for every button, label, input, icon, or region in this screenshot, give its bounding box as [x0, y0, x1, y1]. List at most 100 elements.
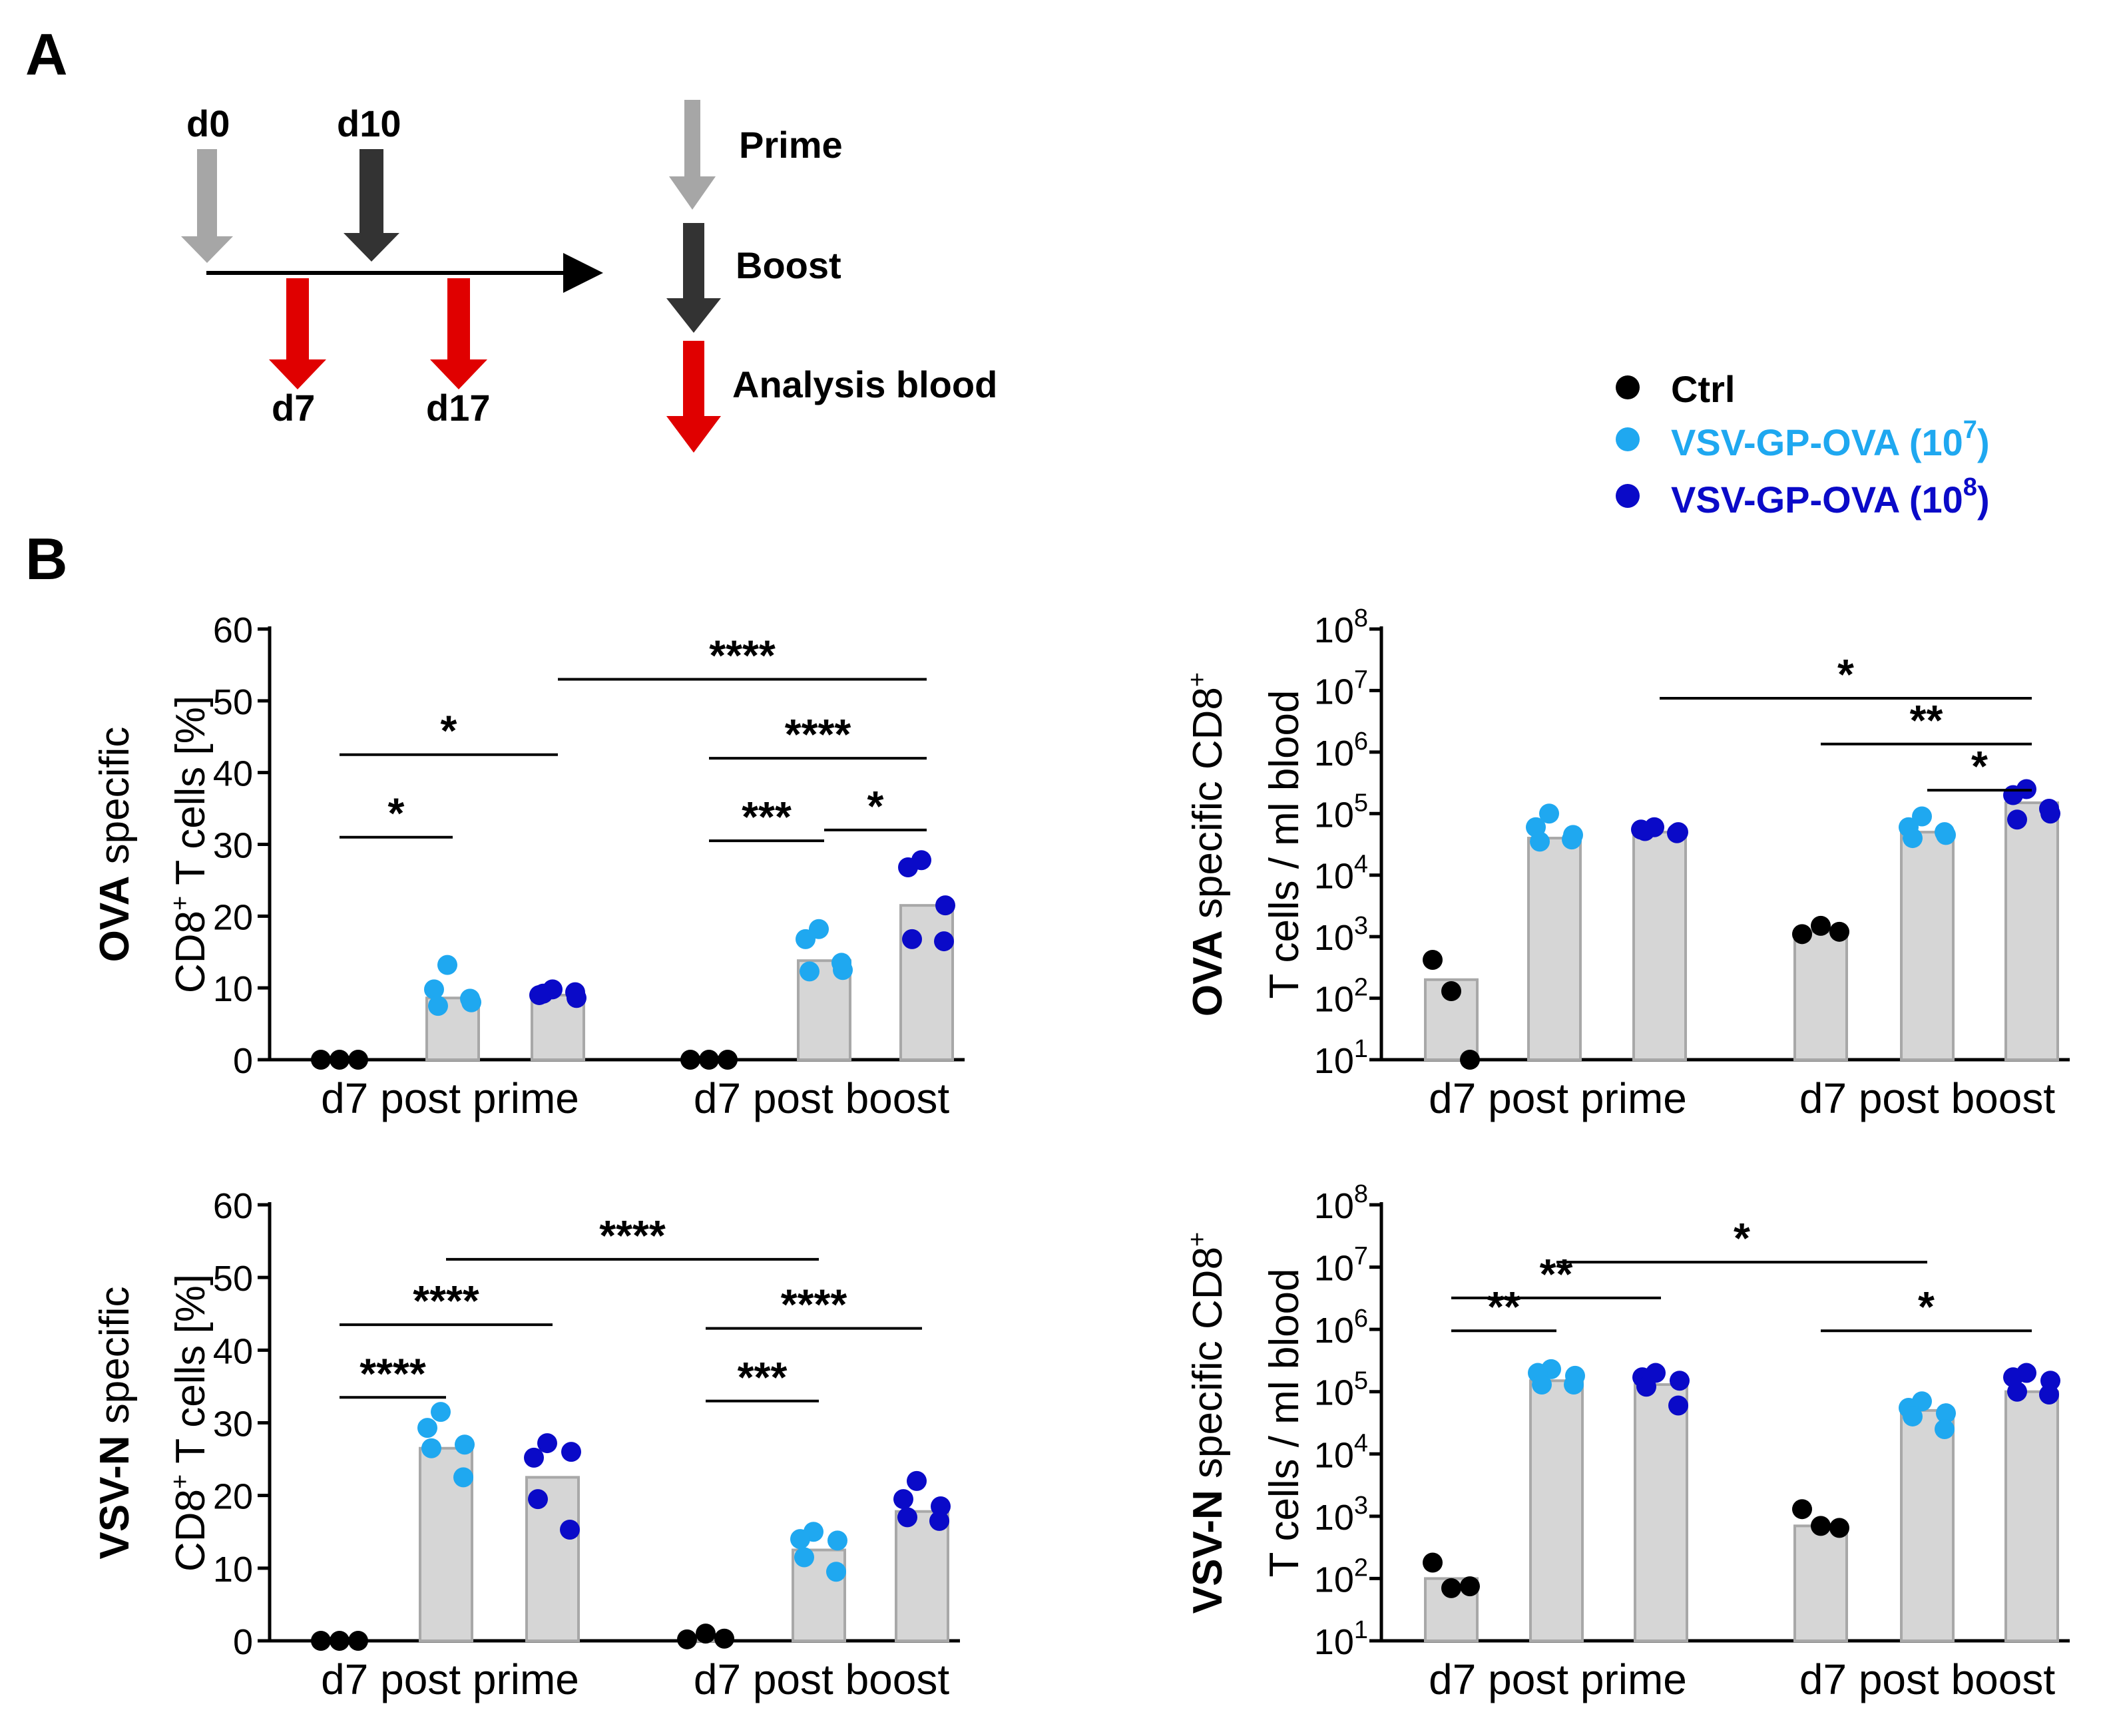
- legend-analysis: Analysis blood: [732, 363, 997, 405]
- significance-label: *: [441, 707, 457, 755]
- bar-low-dose: [1529, 1379, 1584, 1642]
- panel-b-label: B: [25, 526, 68, 592]
- y-tick-label: 10: [213, 1550, 253, 1590]
- point-low-dose: [417, 1418, 437, 1438]
- bar-ctrl: [1793, 930, 1848, 1061]
- point-ctrl: [1792, 1499, 1812, 1520]
- y-tick-label: 20: [213, 897, 253, 937]
- point-ctrl: [680, 1050, 700, 1070]
- point-ctrl: [696, 1624, 716, 1644]
- point-high-dose: [560, 1519, 580, 1540]
- y-tick-label: 30: [213, 1405, 253, 1444]
- group-legend: Ctrl VSV-GP-OVA (107) VSV-GP-OVA (108): [1616, 368, 1990, 521]
- timeline-label-d7: d7: [272, 387, 315, 429]
- point-high-dose: [898, 857, 918, 878]
- significance-label: *: [388, 789, 405, 837]
- x-category-label: d7 post boost: [694, 1074, 950, 1122]
- point-high-dose: [929, 1510, 949, 1531]
- chart-ova-percent: 0 10 20 30 40 50 60 d7 post prime d7 post boost *…: [92, 610, 965, 1122]
- y-tick-label: 0: [233, 1622, 253, 1662]
- y-tick-label: 103: [1314, 912, 1368, 958]
- y-tick-label: 107: [1314, 1243, 1368, 1289]
- point-ctrl: [677, 1629, 697, 1649]
- point-low-dose: [437, 955, 457, 975]
- panel-a-label: A: [25, 21, 68, 87]
- bar-low-dose: [1900, 831, 1955, 1061]
- y-tick-label: 102: [1314, 974, 1368, 1020]
- point-ctrl: [1811, 1516, 1831, 1536]
- y-tick-label: 40: [213, 754, 253, 794]
- significance-label: **: [1487, 1283, 1520, 1331]
- point-low-dose: [424, 979, 444, 1000]
- x-category-label: d7 post boost: [1799, 1074, 2056, 1122]
- point-low-dose: [1935, 822, 1955, 843]
- point-ctrl: [1460, 1576, 1480, 1597]
- y-tick-label: 103: [1314, 1492, 1368, 1538]
- analysis-arrow-d7: [269, 278, 326, 389]
- point-ctrl: [1423, 949, 1443, 970]
- point-low-dose: [1936, 1403, 1956, 1424]
- significance-label: *: [1918, 1283, 1935, 1331]
- point-ctrl: [699, 1050, 719, 1070]
- x-category-label: d7 post prime: [321, 1655, 579, 1703]
- significance-label: *: [867, 782, 884, 830]
- point-high-dose: [907, 1470, 927, 1491]
- y-tick-label: 50: [213, 1259, 253, 1299]
- point-low-dose: [827, 1530, 847, 1551]
- y-tick-label: 20: [213, 1477, 253, 1517]
- point-low-dose: [826, 1562, 846, 1582]
- y-tick-label: 107: [1314, 666, 1368, 712]
- y-tick-label: 106: [1314, 728, 1368, 773]
- point-high-dose: [565, 982, 585, 1002]
- point-high-dose: [931, 1496, 951, 1517]
- point-low-dose: [1532, 1375, 1552, 1395]
- point-low-dose: [453, 1467, 473, 1488]
- point-high-dose: [533, 983, 553, 1004]
- significance-label: ****: [785, 710, 851, 758]
- point-low-dose: [1562, 829, 1582, 850]
- point-high-dose: [2007, 1381, 2027, 1402]
- point-high-dose: [897, 1507, 917, 1528]
- legend-high-dose: VSV-GP-OVA (108): [1671, 473, 1990, 521]
- point-high-dose: [2007, 809, 2027, 830]
- point-low-dose: [1935, 1419, 1955, 1440]
- legend-ctrl-marker: [1616, 375, 1640, 399]
- y-tick-label: 102: [1314, 1554, 1368, 1600]
- point-high-dose: [524, 1447, 544, 1468]
- point-ctrl: [311, 1631, 331, 1651]
- x-category-label: d7 post boost: [1799, 1655, 2056, 1703]
- point-low-dose: [460, 988, 480, 1009]
- point-low-dose: [1903, 828, 1923, 849]
- legend-boost: Boost: [736, 244, 841, 286]
- y-tick-label: 106: [1314, 1305, 1368, 1351]
- point-ctrl: [1441, 981, 1461, 1002]
- point-low-dose: [800, 961, 819, 982]
- significance-label: **: [1540, 1250, 1573, 1298]
- legend-high-dose-marker: [1616, 484, 1640, 508]
- point-ctrl: [1792, 924, 1812, 945]
- point-high-dose: [537, 1433, 557, 1454]
- significance-label: *: [1971, 742, 1988, 790]
- point-high-dose: [2039, 798, 2059, 819]
- y-tick-label: 101: [1314, 1035, 1368, 1081]
- y-axis-label-line2: CD8+ T cells [%]: [166, 1274, 214, 1572]
- y-tick-label: 40: [213, 1331, 253, 1371]
- point-high-dose: [902, 929, 922, 949]
- prime-arrow-d0: [181, 149, 233, 263]
- point-low-dose: [431, 1402, 451, 1422]
- analysis-icon: [666, 341, 721, 453]
- significance-label: *: [1837, 650, 1854, 698]
- boost-icon: [666, 223, 721, 333]
- y-axis-label-line1: VSV-N specific CD8+: [1184, 1232, 1231, 1614]
- y-tick-label: 10: [213, 969, 253, 1009]
- point-ctrl: [1829, 921, 1849, 942]
- point-high-dose: [1635, 821, 1655, 841]
- significance-label: ***: [742, 793, 792, 841]
- y-axis-label-line2: T cells / ml blood: [1262, 690, 1307, 998]
- timeline-diagram: d0 d10 d7 d17: [181, 103, 603, 429]
- timeline-label-d10: d10: [337, 103, 401, 144]
- significance-label: *: [1734, 1214, 1750, 1262]
- y-tick-label: 30: [213, 826, 253, 866]
- legend-prime: Prime: [739, 124, 843, 166]
